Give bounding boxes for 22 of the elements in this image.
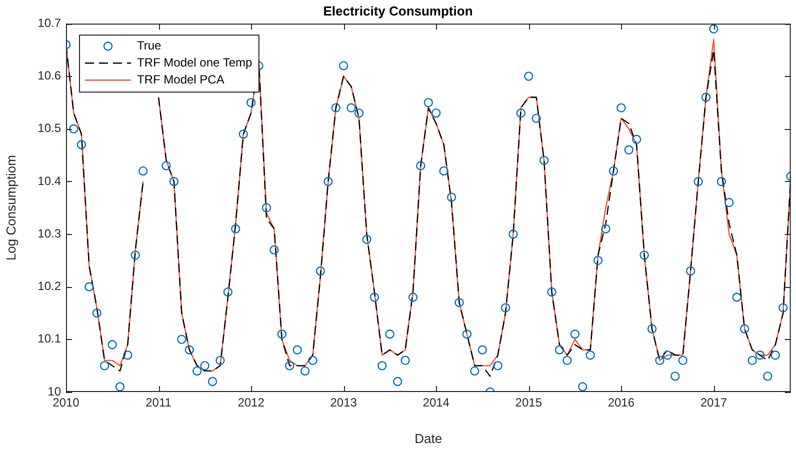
- x-tick-label: 2011: [146, 396, 172, 410]
- y-tick-label: 10.3: [38, 226, 62, 240]
- x-tick-label: 2017: [700, 396, 728, 410]
- y-tick-label: 10.6: [38, 68, 62, 83]
- y-tick-label: 10.4: [38, 174, 62, 188]
- legend-label: True: [137, 38, 162, 52]
- y-tick-label: 10.2: [38, 279, 62, 294]
- chart-title: Electricity Consumption: [323, 3, 473, 18]
- x-tick-label: 2014: [422, 396, 450, 410]
- y-tick-label: 10: [48, 384, 62, 398]
- x-tick-label: 2013: [330, 396, 358, 410]
- x-tick-label: 2010: [52, 396, 80, 410]
- y-axis-title: Log Consumptiom: [3, 155, 18, 261]
- x-tick-label: 2016: [608, 396, 635, 410]
- y-tick-label: 10.1: [38, 332, 62, 346]
- y-tick-label: 10.5: [38, 121, 62, 136]
- legend-label: TRF Model PCA: [137, 72, 224, 86]
- x-tick-label: 2015: [515, 396, 542, 410]
- legend-label: TRF Model one Temp: [137, 55, 252, 70]
- x-axis-title: Date: [414, 430, 442, 446]
- y-tick-label: 10.7: [38, 16, 62, 30]
- x-tick-label: 2012: [238, 396, 265, 410]
